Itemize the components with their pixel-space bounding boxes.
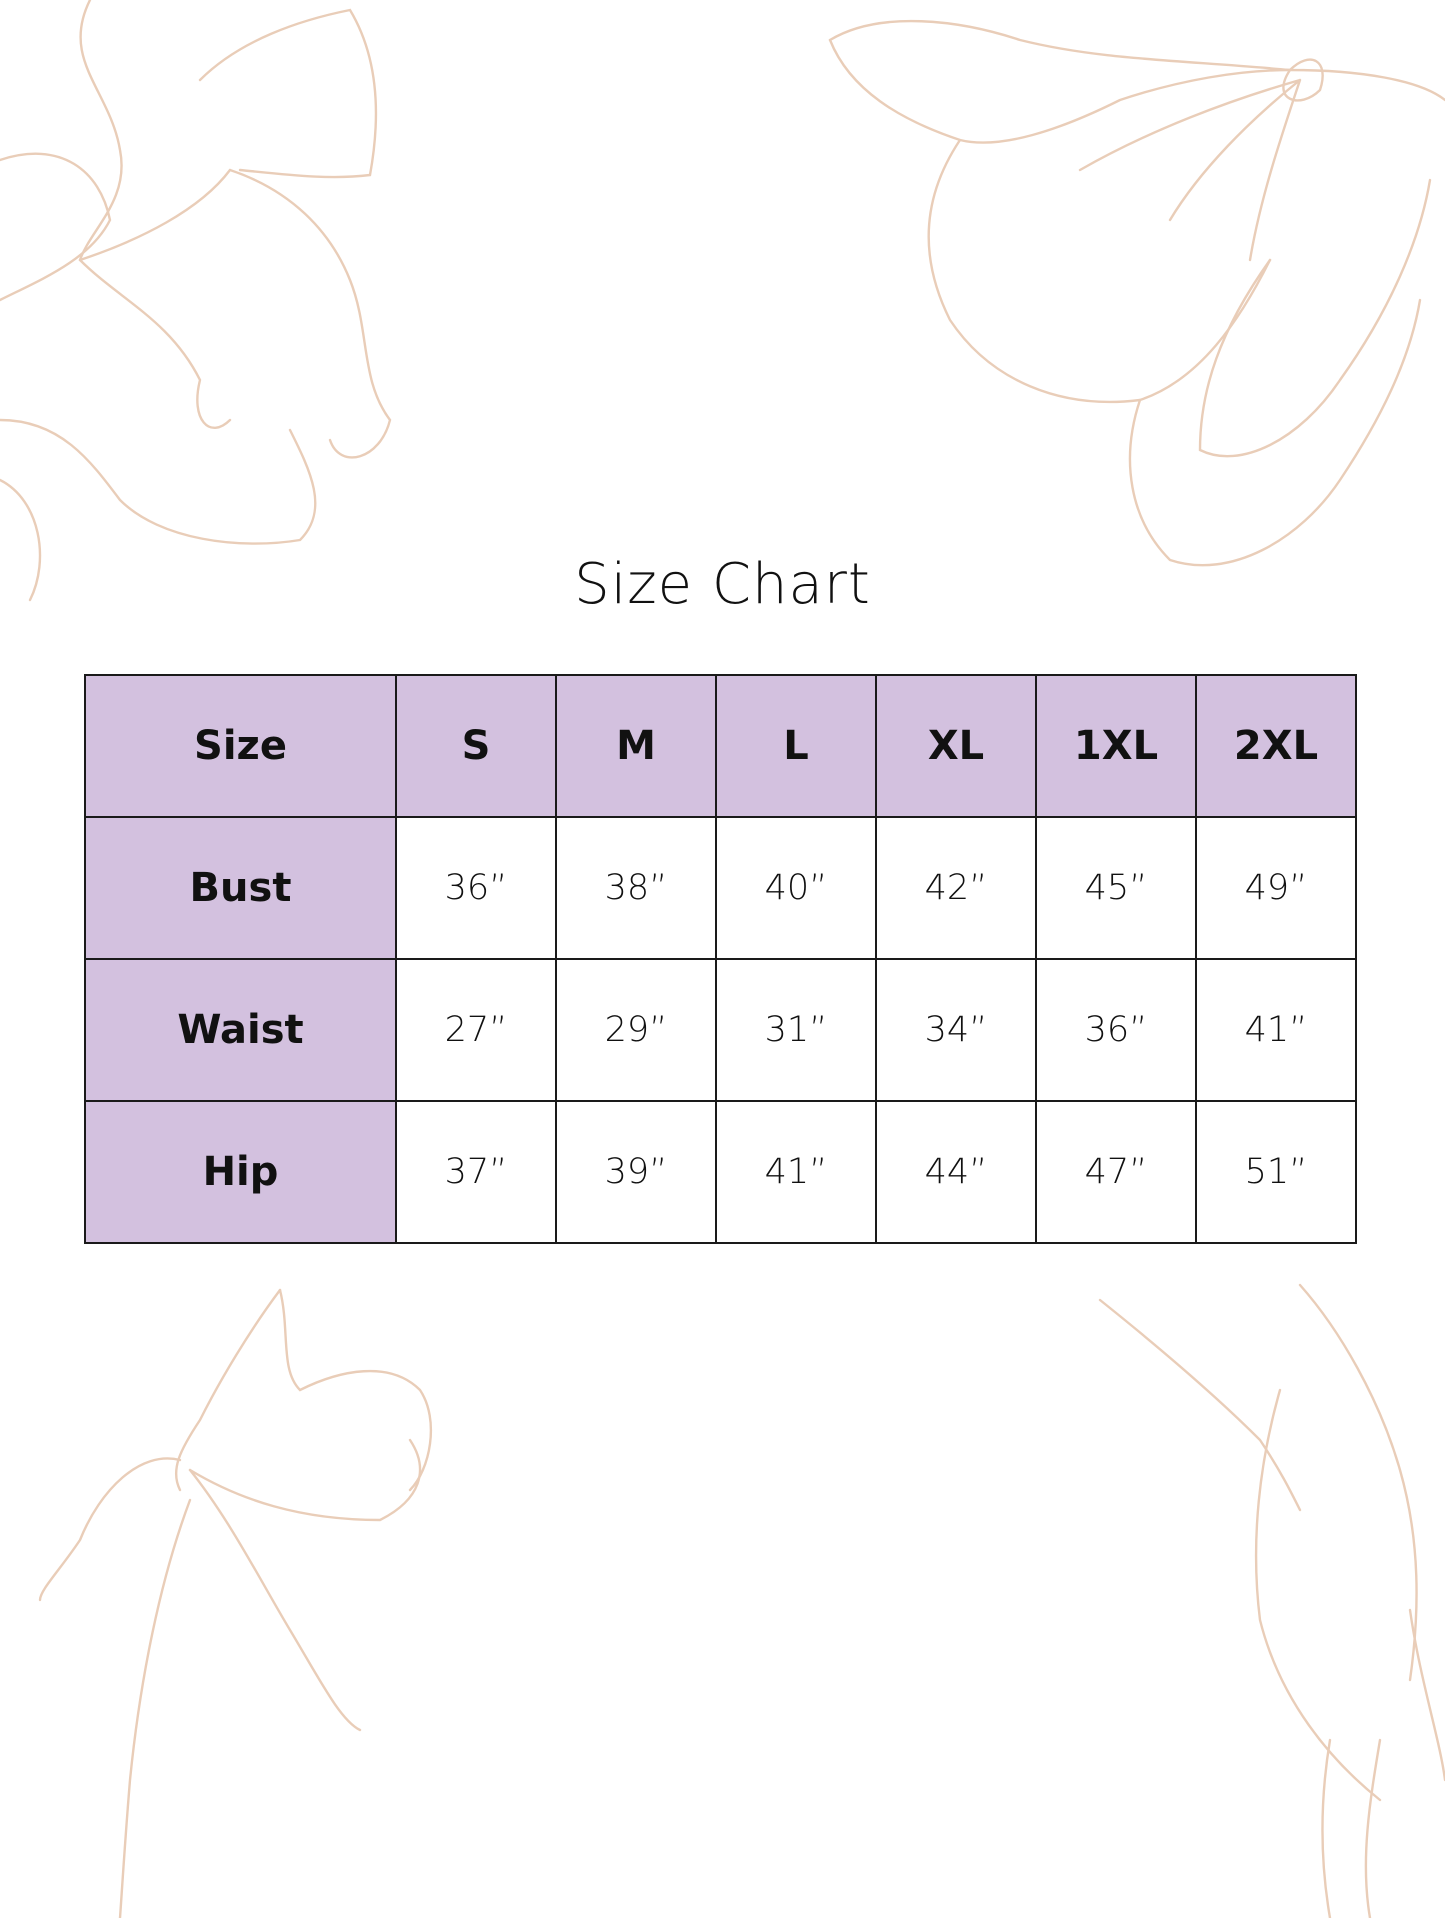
header-cell: 1XL (1035, 674, 1197, 818)
header-cell: XL (875, 674, 1037, 818)
header-cell: 2XL (1195, 674, 1357, 818)
table-row: Waist 27” 29” 31” 34” 36” 41” (84, 958, 1357, 1102)
table-cell: 44” (875, 1100, 1037, 1244)
table-cell: 34” (875, 958, 1037, 1102)
flower-bottom-right (1098, 1283, 1445, 1918)
size-chart-table: Size S M L XL 1XL 2XL Bust 36” 38” 40” 4… (84, 674, 1357, 1244)
table-cell: 36” (395, 816, 557, 960)
header-cell: L (715, 674, 877, 818)
row-label: Bust (84, 816, 397, 960)
flower-top-left (0, 0, 392, 602)
table-cell: 42” (875, 816, 1037, 960)
table-header-row: Size S M L XL 1XL 2XL (84, 674, 1357, 818)
page-title: Size Chart (574, 552, 871, 617)
table-cell: 29” (555, 958, 717, 1102)
table-cell: 31” (715, 958, 877, 1102)
table-cell: 45” (1035, 816, 1197, 960)
table-cell: 37” (395, 1100, 557, 1244)
row-label: Waist (84, 958, 397, 1102)
table-row: Bust 36” 38” 40” 42” 45” 49” (84, 816, 1357, 960)
header-cell: S (395, 674, 557, 818)
table-cell: 39” (555, 1100, 717, 1244)
table-cell: 41” (1195, 958, 1357, 1102)
row-label: Hip (84, 1100, 397, 1244)
table-cell: 27” (395, 958, 557, 1102)
table-cell: 51” (1195, 1100, 1357, 1244)
table-cell: 36” (1035, 958, 1197, 1102)
header-cell: M (555, 674, 717, 818)
table-cell: 38” (555, 816, 717, 960)
header-cell: Size (84, 674, 397, 818)
table-row: Hip 37” 39” 41” 44” 47” 51” (84, 1100, 1357, 1244)
flower-bottom-left (38, 1288, 433, 1918)
flower-top-right (828, 19, 1445, 567)
table-cell: 49” (1195, 816, 1357, 960)
table-cell: 40” (715, 816, 877, 960)
table-cell: 47” (1035, 1100, 1197, 1244)
table-cell: 41” (715, 1100, 877, 1244)
